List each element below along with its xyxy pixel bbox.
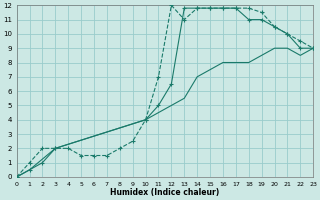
X-axis label: Humidex (Indice chaleur): Humidex (Indice chaleur) [110,188,220,197]
